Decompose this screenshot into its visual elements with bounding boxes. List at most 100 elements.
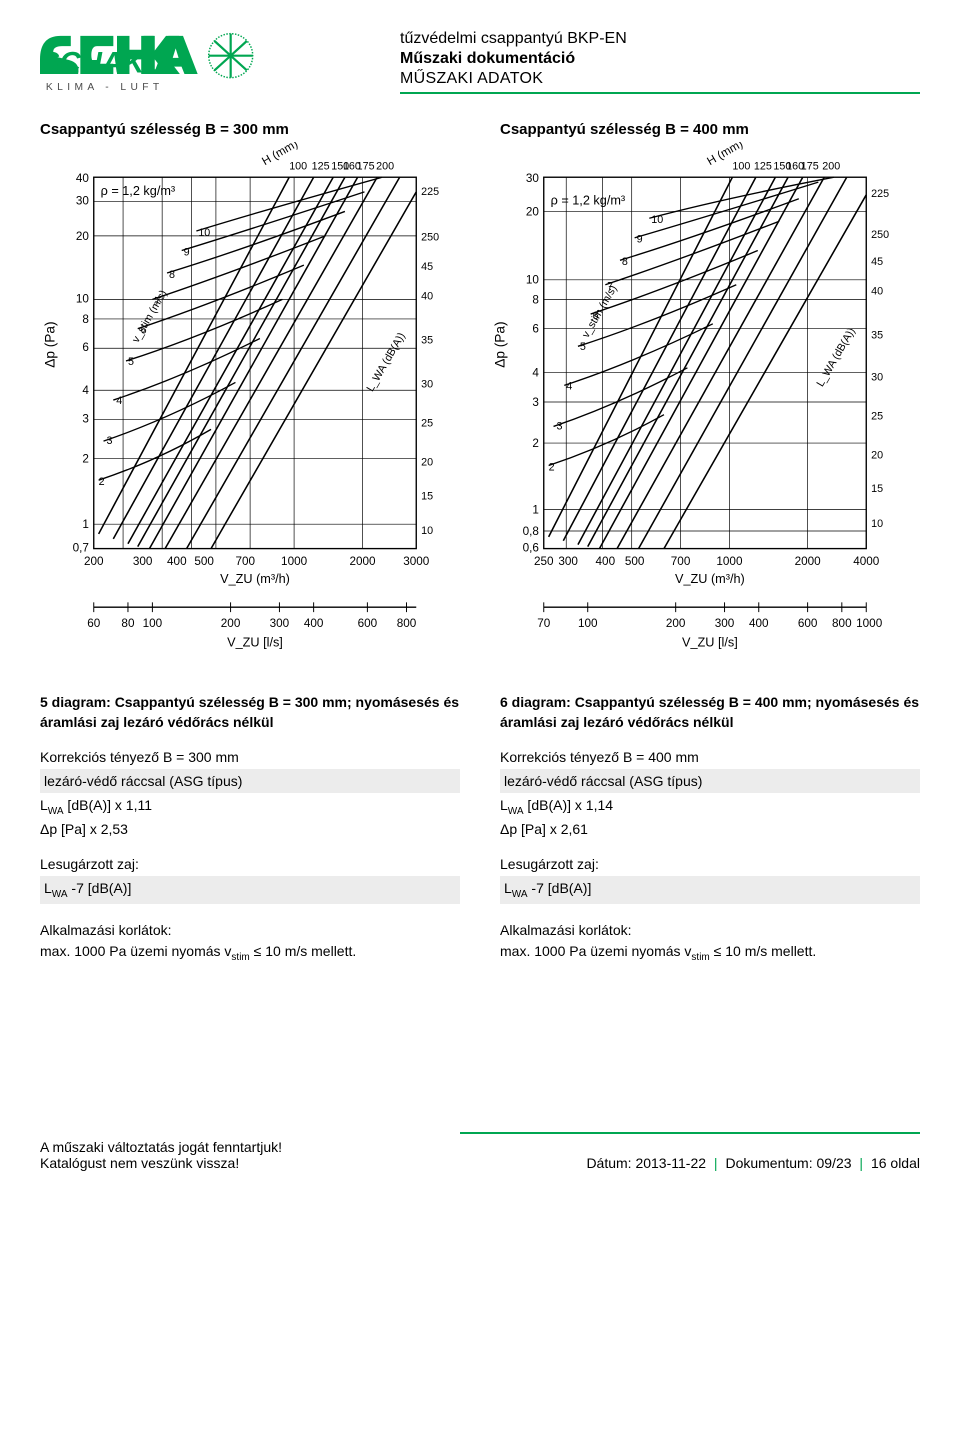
svg-text:200: 200 [822, 160, 840, 172]
right-lesu: Lesugárzott zaj: [500, 854, 920, 874]
svg-text:V_ZU [l/s]: V_ZU [l/s] [227, 635, 283, 649]
svg-text:70: 70 [537, 617, 551, 630]
svg-text:200: 200 [666, 617, 686, 630]
svg-text:400: 400 [596, 555, 616, 568]
left-lwa: LWA [dB(A)] x 1,11 [40, 795, 460, 819]
svg-text:1: 1 [82, 518, 89, 531]
title-block: tűzvédelmi csappantyú BKP-EN Műszaki dok… [400, 30, 920, 94]
svg-text:0,8: 0,8 [523, 525, 540, 538]
svg-text:7: 7 [154, 295, 160, 307]
svg-text:KLIMA - LUFT: KLIMA - LUFT [46, 82, 164, 93]
svg-text:ρ = 1,2 kg/m³: ρ = 1,2 kg/m³ [551, 194, 626, 208]
svg-text:800: 800 [832, 617, 852, 630]
svg-text:100: 100 [289, 160, 307, 172]
svg-text:8: 8 [622, 256, 628, 268]
svg-text:4000: 4000 [853, 555, 880, 568]
svg-text:175: 175 [801, 160, 819, 172]
svg-text:125: 125 [754, 160, 772, 172]
svg-text:30: 30 [871, 372, 883, 384]
svg-text:35: 35 [871, 329, 883, 341]
svg-text:1000: 1000 [281, 555, 308, 568]
svg-text:250: 250 [421, 232, 439, 244]
svg-text:3: 3 [532, 396, 539, 409]
left-alk2: max. 1000 Pa üzemi nyomás vstim ≤ 10 m/s… [40, 941, 460, 965]
right-alk1: Alkalmazási korlátok: [500, 920, 920, 940]
svg-text:3000: 3000 [403, 555, 430, 568]
svg-text:2: 2 [532, 437, 539, 450]
svg-text:400: 400 [749, 617, 769, 630]
svg-text:8: 8 [169, 269, 175, 281]
svg-text:20: 20 [526, 205, 540, 218]
right-column: 6 diagram: Csappantyú szélesség B = 400 … [500, 692, 920, 965]
left-shade2: LWA -7 [dB(A)] [40, 876, 460, 904]
svg-text:2: 2 [82, 453, 89, 466]
svg-text:500: 500 [625, 555, 645, 568]
chart-left: ρ = 1,2 kg/m³ H (mm) 100 125 150 160 175… [40, 142, 470, 662]
svg-text:8: 8 [82, 313, 89, 326]
svg-text:200: 200 [221, 617, 241, 630]
footer-rule [460, 1132, 920, 1134]
svg-text:5: 5 [128, 356, 134, 368]
footer-sep1: | [710, 1155, 722, 1171]
svg-text:6: 6 [593, 310, 599, 322]
svg-text:3: 3 [82, 413, 89, 426]
left-column: 5 diagram: Csappantyú szélesség B = 300 … [40, 692, 460, 965]
svg-text:10: 10 [651, 214, 663, 226]
svg-text:Δp (Pa): Δp (Pa) [493, 321, 508, 367]
right-shade1: lezáró-védő ráccsal (ASG típus) [500, 769, 920, 793]
svg-text:V_ZU (m³/h): V_ZU (m³/h) [675, 572, 745, 586]
svg-text:80: 80 [121, 617, 135, 630]
left-shade1: lezáró-védő ráccsal (ASG típus) [40, 769, 460, 793]
svg-text:100: 100 [143, 617, 163, 630]
footer-date: Dátum: 2013-11-22 [586, 1155, 706, 1171]
doc-line1: tűzvédelmi csappantyú BKP-EN [400, 30, 920, 48]
svg-text:9: 9 [184, 246, 190, 258]
svg-text:25: 25 [871, 411, 883, 423]
svg-text:60: 60 [87, 617, 101, 630]
svg-text:ρ = 1,2 kg/m³: ρ = 1,2 kg/m³ [101, 184, 176, 198]
svg-text:Δp (Pa): Δp (Pa) [43, 321, 58, 367]
svg-text:1000: 1000 [856, 617, 883, 630]
svg-text:200: 200 [84, 555, 104, 568]
footer: A műszaki változtatás jogát fenntartjuk!… [40, 1125, 920, 1171]
chart-right: ρ = 1,2 kg/m³ H (mm) 100 125 150 160 175… [490, 142, 920, 662]
footer-sep2: | [855, 1155, 867, 1171]
right-shade2: LWA -7 [dB(A)] [500, 876, 920, 904]
left-dp: Δp [Pa] x 2,53 [40, 819, 460, 839]
svg-text:200: 200 [376, 160, 394, 172]
right-alk2: max. 1000 Pa üzemi nyomás vstim ≤ 10 m/s… [500, 941, 920, 965]
svg-text:125: 125 [312, 160, 330, 172]
svg-text:4: 4 [532, 367, 539, 380]
svg-text:V_ZU (m³/h): V_ZU (m³/h) [220, 572, 290, 586]
svg-text:800: 800 [397, 617, 417, 630]
svg-text:8: 8 [532, 293, 539, 306]
svg-text:6: 6 [532, 323, 539, 336]
logo: SCHAKO KLIMA - LUFT [40, 30, 260, 101]
svg-text:25: 25 [421, 417, 433, 429]
svg-text:9: 9 [637, 234, 643, 246]
left-korr: Korrekciós tényező B = 300 mm [40, 747, 460, 767]
svg-text:10: 10 [421, 525, 433, 537]
svg-text:225: 225 [871, 188, 889, 200]
svg-text:40: 40 [76, 172, 90, 185]
svg-text:300: 300 [715, 617, 735, 630]
svg-text:20: 20 [76, 230, 90, 243]
svg-text:30: 30 [526, 172, 540, 185]
svg-text:2000: 2000 [795, 555, 822, 568]
svg-text:4: 4 [82, 384, 89, 397]
svg-text:700: 700 [235, 555, 255, 568]
svg-text:2000: 2000 [349, 555, 376, 568]
svg-text:2: 2 [99, 476, 105, 488]
svg-text:10: 10 [76, 292, 90, 305]
right-lwa: LWA [dB(A)] x 1,14 [500, 795, 920, 819]
svg-text:30: 30 [421, 378, 433, 390]
svg-text:250: 250 [871, 229, 889, 241]
svg-text:1000: 1000 [716, 555, 743, 568]
svg-text:10: 10 [871, 518, 883, 530]
footer-doc: Dokumentum: 09/23 [725, 1155, 851, 1171]
right-diagram-title: 6 diagram: Csappantyú szélesség B = 400 … [500, 692, 920, 733]
svg-text:175: 175 [357, 160, 375, 172]
title-rule [400, 92, 920, 94]
left-lesu: Lesugárzott zaj: [40, 854, 460, 874]
right-korr: Korrekciós tényező B = 400 mm [500, 747, 920, 767]
